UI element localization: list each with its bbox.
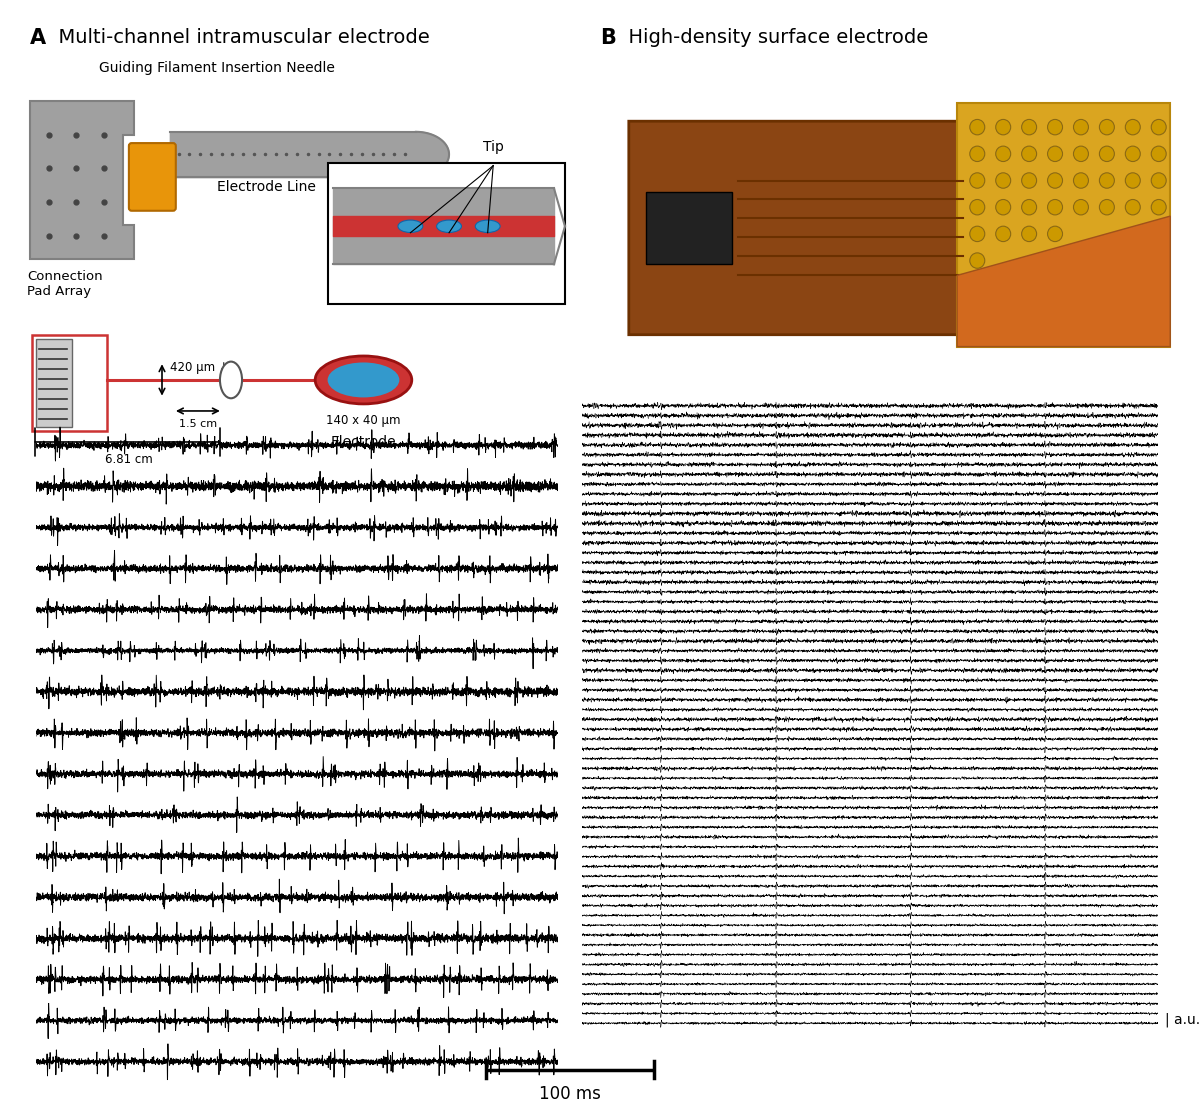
Bar — [32, 335, 107, 430]
Circle shape — [1099, 172, 1115, 188]
Text: Electrode: Electrode — [331, 435, 396, 448]
Circle shape — [1099, 199, 1115, 215]
Circle shape — [1099, 119, 1115, 135]
Circle shape — [1048, 146, 1062, 161]
Text: 100 ms: 100 ms — [539, 1085, 601, 1103]
Bar — [646, 192, 732, 264]
Circle shape — [996, 199, 1010, 215]
Circle shape — [996, 119, 1010, 135]
Circle shape — [1074, 119, 1088, 135]
Circle shape — [1151, 172, 1166, 188]
Circle shape — [1126, 146, 1140, 161]
Text: A: A — [30, 28, 46, 48]
Circle shape — [1048, 199, 1062, 215]
Circle shape — [1021, 119, 1037, 135]
Circle shape — [1151, 119, 1166, 135]
Circle shape — [1021, 172, 1037, 188]
Text: Tip: Tip — [482, 140, 504, 155]
Ellipse shape — [316, 356, 412, 404]
Circle shape — [1074, 199, 1088, 215]
Circle shape — [1021, 199, 1037, 215]
Circle shape — [996, 146, 1010, 161]
Circle shape — [1126, 199, 1140, 215]
Text: Multi-channel intramuscular electrode: Multi-channel intramuscular electrode — [46, 28, 430, 47]
Circle shape — [1048, 226, 1062, 241]
Circle shape — [1048, 172, 1062, 188]
Circle shape — [970, 146, 985, 161]
Ellipse shape — [437, 220, 462, 232]
Ellipse shape — [398, 220, 422, 232]
Text: B: B — [600, 28, 616, 48]
Polygon shape — [416, 132, 449, 177]
Circle shape — [1126, 172, 1140, 188]
Circle shape — [970, 252, 985, 268]
Circle shape — [996, 226, 1010, 241]
Circle shape — [1151, 146, 1166, 161]
Ellipse shape — [475, 220, 500, 232]
Text: 420 μm ↓: 420 μm ↓ — [170, 361, 229, 375]
Polygon shape — [629, 121, 1032, 335]
Text: Guiding Filament Insertion Needle: Guiding Filament Insertion Needle — [100, 61, 335, 76]
Circle shape — [970, 172, 985, 188]
Text: Electrode Line: Electrode Line — [217, 180, 317, 193]
Circle shape — [1099, 146, 1115, 161]
Bar — [328, 162, 565, 304]
Circle shape — [970, 226, 985, 241]
Text: High-density surface electrode: High-density surface electrode — [616, 28, 928, 47]
Text: 1.5 cm: 1.5 cm — [179, 419, 217, 429]
Circle shape — [970, 119, 985, 135]
Circle shape — [1021, 226, 1037, 241]
Circle shape — [1151, 199, 1166, 215]
Text: 6.81 cm: 6.81 cm — [106, 454, 152, 466]
Text: Connection
Pad Array: Connection Pad Array — [26, 270, 102, 298]
Polygon shape — [958, 103, 1170, 347]
Circle shape — [1074, 146, 1088, 161]
Circle shape — [996, 172, 1010, 188]
Ellipse shape — [328, 363, 400, 397]
Circle shape — [1074, 172, 1088, 188]
FancyBboxPatch shape — [128, 143, 176, 211]
Circle shape — [1126, 119, 1140, 135]
Circle shape — [970, 199, 985, 215]
Circle shape — [1048, 119, 1062, 135]
Circle shape — [1021, 146, 1037, 161]
Polygon shape — [958, 216, 1170, 347]
Bar — [36, 339, 72, 427]
Polygon shape — [30, 101, 134, 259]
Text: | a.u.: | a.u. — [1165, 1012, 1200, 1027]
Ellipse shape — [220, 361, 242, 398]
Text: 140 x 40 μm: 140 x 40 μm — [326, 414, 401, 427]
